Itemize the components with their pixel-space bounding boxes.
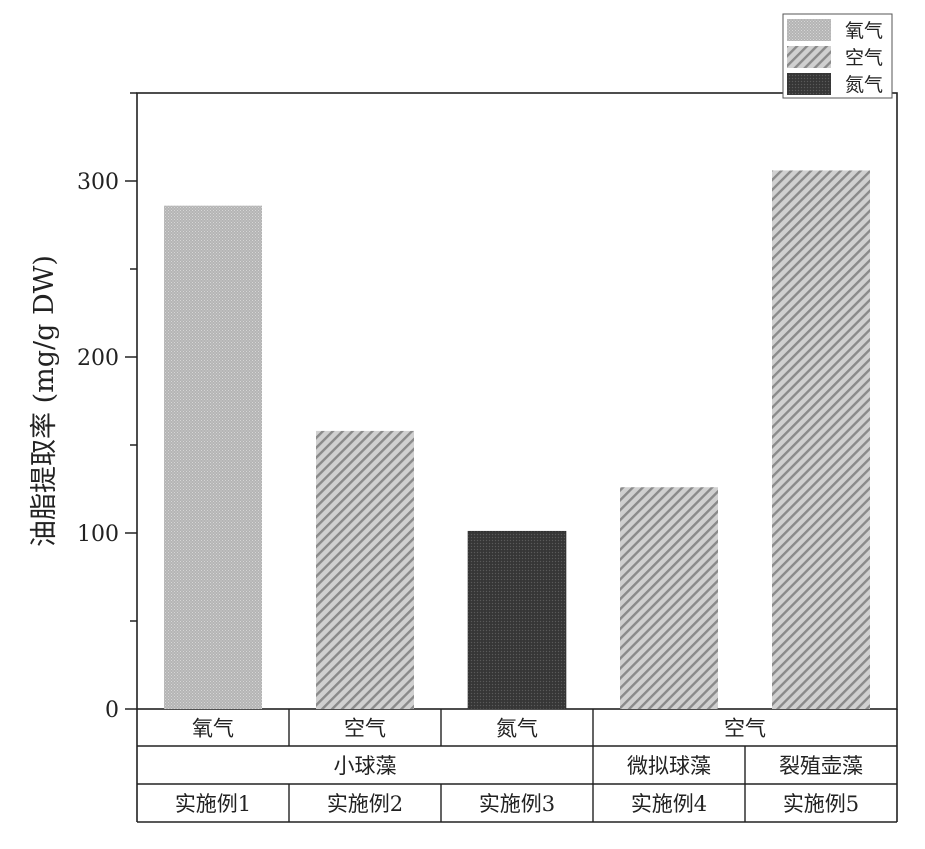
bars	[164, 170, 870, 710]
legend-label: 氮气	[845, 74, 883, 96]
legend-label: 氧气	[845, 20, 883, 42]
legend-swatch-1	[787, 19, 831, 41]
category-example-label: 实施例3	[479, 792, 555, 816]
legend-swatch-3	[787, 73, 831, 95]
category-gas-label: 空气	[344, 717, 386, 741]
bar-example-1	[164, 205, 262, 709]
legend-swatch-2	[787, 46, 831, 68]
category-gas-label: 氧气	[192, 717, 234, 741]
bar-example-3	[467, 530, 567, 710]
y-tick-label: 200	[77, 346, 119, 371]
y-tick-label: 0	[105, 698, 119, 723]
y-axis: 0 100 200 300	[77, 92, 137, 723]
category-algae-label: 微拟球藻	[627, 754, 711, 778]
y-axis-label: 油脂提取率 (mg/g DW)	[29, 255, 60, 547]
category-example-label: 实施例1	[175, 792, 251, 816]
y-tick-label: 300	[77, 170, 119, 195]
y-tick-label: 100	[77, 522, 119, 547]
bar-example-2	[316, 430, 414, 709]
category-example-label: 实施例5	[783, 792, 859, 816]
bar-example-5	[772, 170, 870, 709]
bar-example-4	[620, 487, 718, 709]
category-algae-label: 裂殖壶藻	[779, 754, 863, 778]
category-gas-label: 空气	[724, 717, 766, 741]
category-algae-label: 小球藻	[334, 754, 397, 778]
category-gas-label: 氮气	[496, 717, 538, 741]
category-example-label: 实施例2	[327, 792, 403, 816]
category-example-label: 实施例4	[631, 792, 707, 816]
legend-label: 空气	[845, 47, 883, 69]
